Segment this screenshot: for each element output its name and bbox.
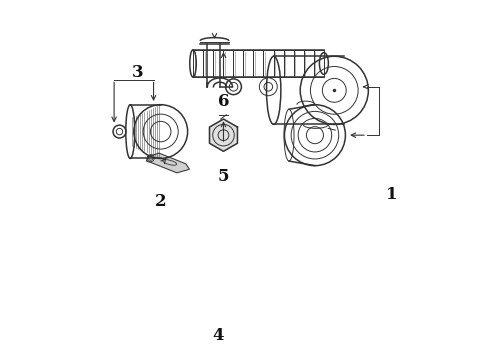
Polygon shape (147, 153, 190, 173)
Text: 4: 4 (212, 328, 224, 345)
Text: 3: 3 (132, 64, 143, 81)
Text: 5: 5 (218, 168, 229, 185)
Text: 2: 2 (155, 193, 167, 210)
Text: 6: 6 (218, 93, 229, 109)
Text: 1: 1 (386, 186, 398, 203)
Polygon shape (210, 119, 238, 151)
